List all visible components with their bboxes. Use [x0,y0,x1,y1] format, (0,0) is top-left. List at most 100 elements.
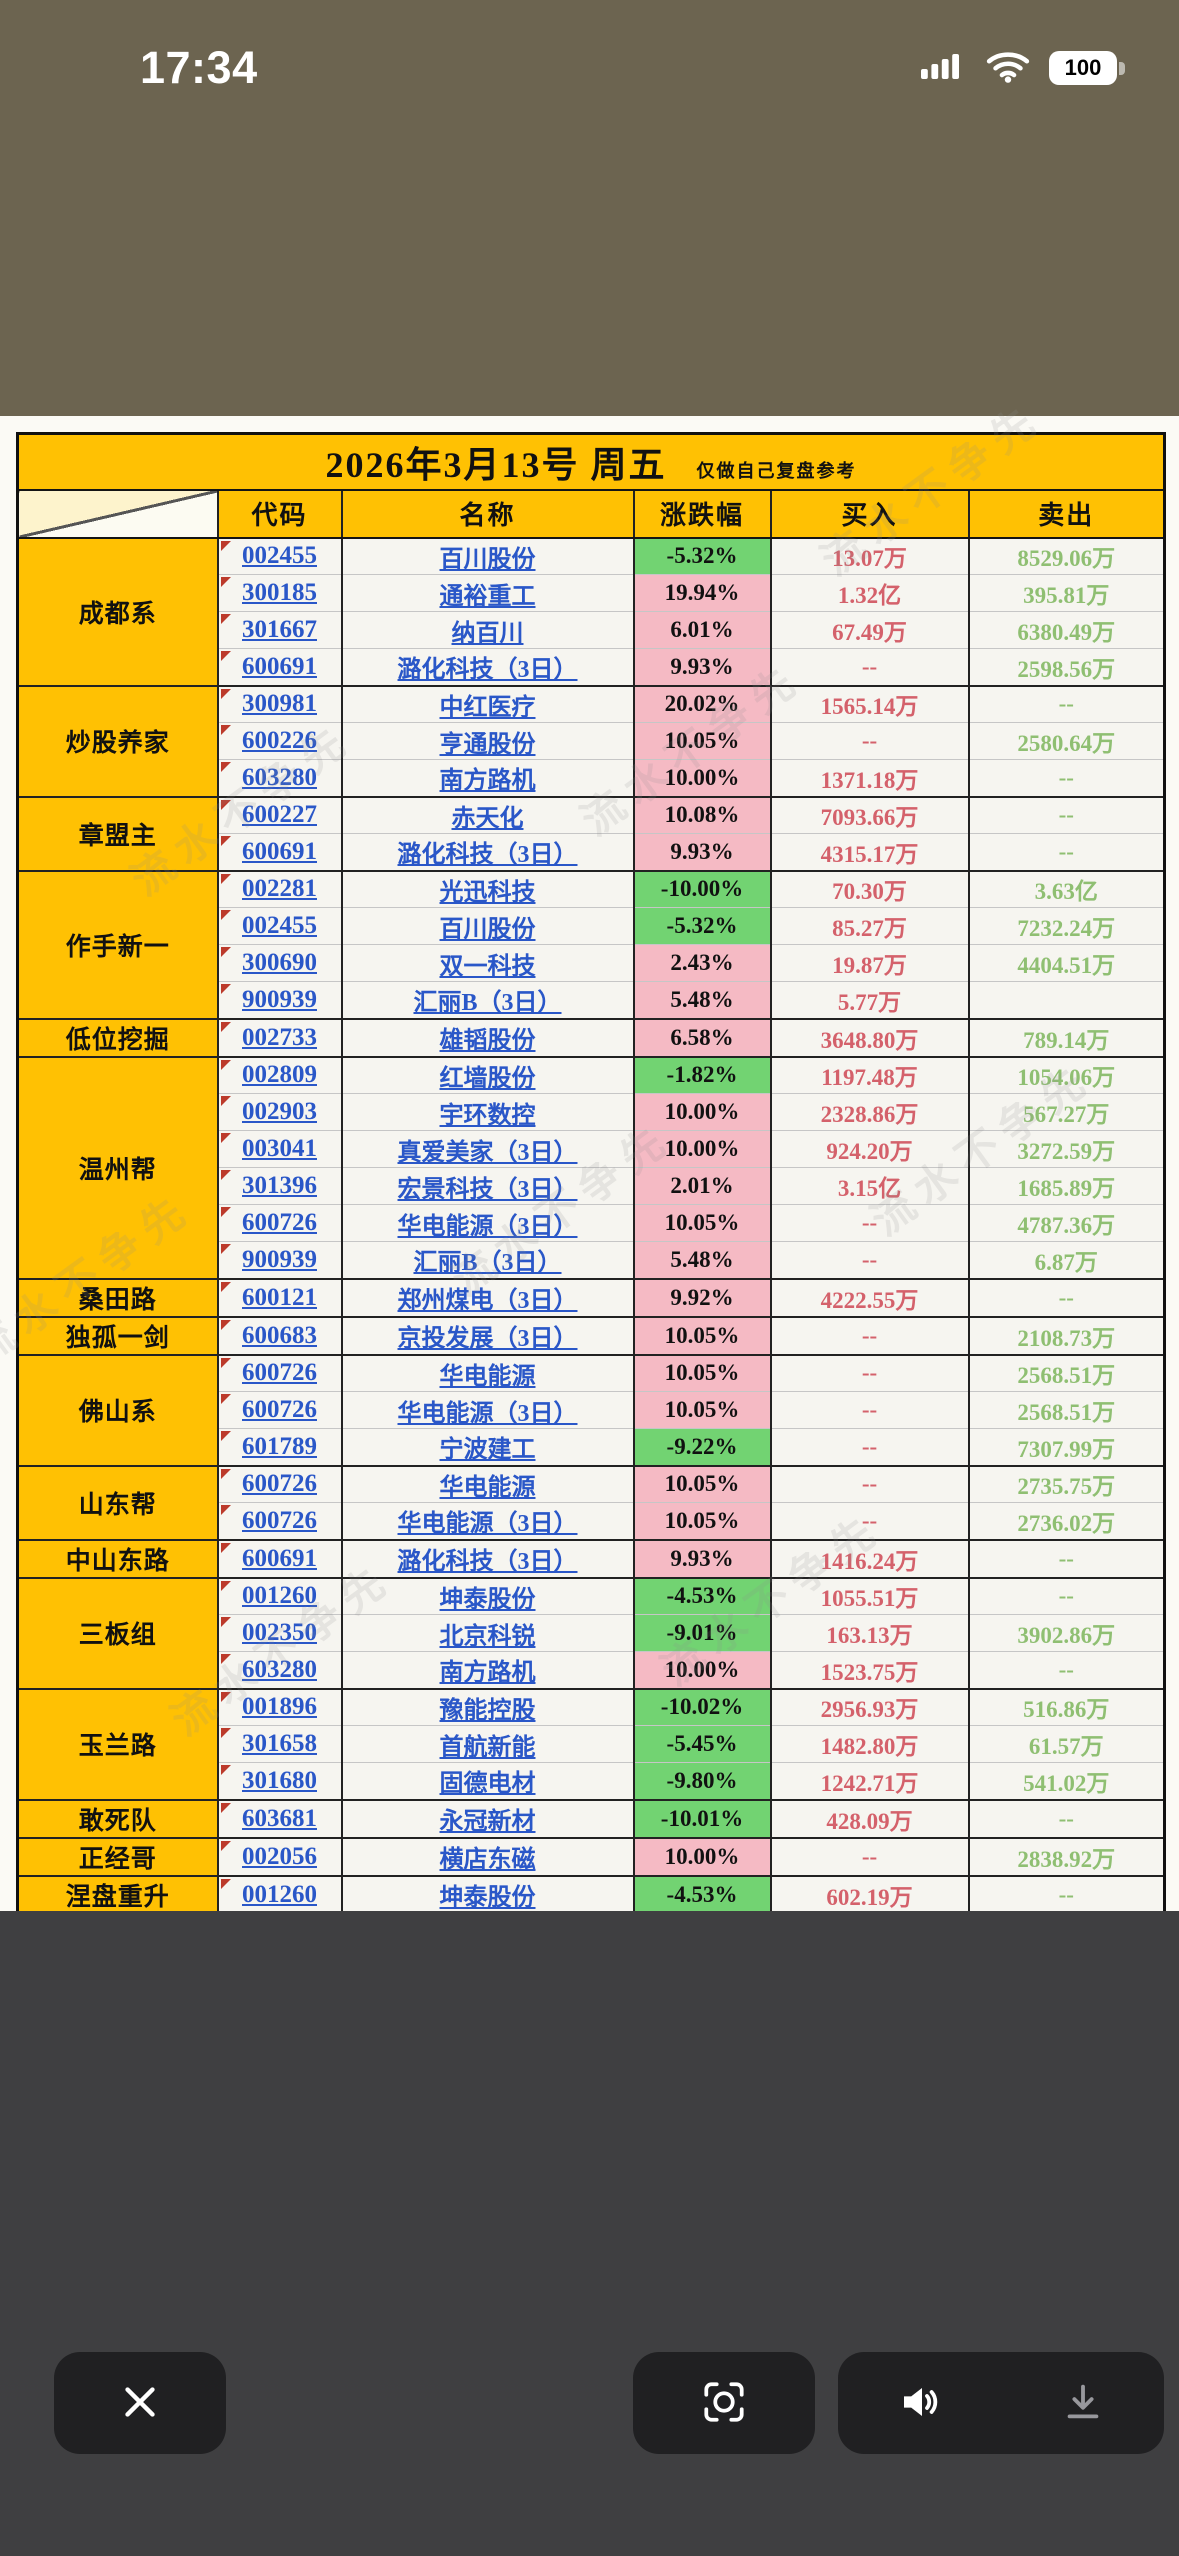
stock-name: 华电能源 [340,1353,635,1392]
table-row: 603280 南方路机 10.00% 1371.18万 -- [18,759,1166,797]
stock-name: 雄韬股份 [340,1017,635,1057]
change-percent: 6.58% [632,1017,772,1057]
change-percent: -9.80% [632,1762,772,1800]
stock-name: 首航新能 [340,1725,635,1763]
buy-amount: 7093.66万 [769,795,970,834]
sell-amount: 7307.99万 [967,1428,1166,1466]
stock-code: 600227 [216,795,343,834]
header-sell: 卖出 [967,489,1166,539]
change-percent: -10.02% [632,1687,772,1726]
stock-name: 百川股份 [340,907,635,945]
stock-name: 汇丽B（3日） [340,1241,635,1279]
group-label: 正经哥 [16,1836,219,1876]
sell-amount: 541.02万 [967,1762,1166,1800]
buy-amount: -- [769,1428,970,1466]
stock-name: 豫能控股 [340,1687,635,1726]
group-label: 独孤一剑 [16,1315,219,1355]
buy-amount: -- [769,1391,970,1429]
table-row: 603280 南方路机 10.00% 1523.75万 -- [18,1651,1166,1689]
change-percent: -5.32% [632,907,772,945]
stock-name: 宏景科技（3日） [340,1167,635,1205]
table-row: 301667 纳百川 6.01% 67.49万 6380.49万 [18,611,1166,649]
stock-code: 600726 [216,1391,343,1429]
stock-code: 002350 [216,1614,343,1652]
group-label: 成都系 [16,537,219,686]
change-percent: 10.05% [632,722,772,760]
photo-bottom-background [0,1911,1179,2556]
stock-code: 600226 [216,722,343,760]
stock-name: 华电能源（3日） [340,1502,635,1540]
buy-amount: 2956.93万 [769,1687,970,1726]
sell-amount: 3272.59万 [967,1130,1166,1168]
close-button[interactable] [54,2352,226,2454]
media-controls [838,2352,1164,2454]
sell-amount: 2735.75万 [967,1464,1166,1503]
stock-code: 603280 [216,759,343,797]
buy-amount: 67.49万 [769,611,970,649]
table-row: 600726 华电能源（3日） 10.05% -- 4787.36万 [18,1204,1166,1242]
header-name: 名称 [340,489,635,539]
stock-name: 通裕重工 [340,574,635,612]
stock-code: 300690 [216,944,343,982]
stock-name: 红墙股份 [340,1055,635,1094]
change-percent: 10.05% [632,1204,772,1242]
stock-name: 坤泰股份 [340,1874,635,1915]
stock-code: 002809 [216,1055,343,1094]
sell-amount: 2598.56万 [967,648,1166,686]
stock-code: 002056 [216,1836,343,1876]
change-percent: -10.00% [632,869,772,908]
stock-table-body: 成都系 002455 百川股份 -5.32% 13.07万 8529.06万 300185 通… [16,537,1166,1915]
status-bar: 17:34 [0,36,1179,100]
stock-code: 600726 [216,1464,343,1503]
sell-amount: -- [967,1538,1166,1578]
group-label: 低位挖掘 [16,1017,219,1057]
group-label: 三板组 [16,1576,219,1689]
stock-name: 南方路机 [340,759,635,797]
sell-amount: 6.87万 [967,1241,1166,1279]
sell-amount: 2838.92万 [967,1836,1166,1876]
change-percent: 10.05% [632,1315,772,1355]
stock-code: 002903 [216,1093,343,1131]
buy-amount: -- [769,1502,970,1540]
table-row: 301680 固德电材 -9.80% 1242.71万 541.02万 [18,1762,1166,1800]
change-percent: 10.05% [632,1391,772,1429]
table-row: 涅盘重升 001260 坤泰股份 -4.53% 602.19万 -- [16,1874,1166,1915]
table-subtitle: 仅做自己复盘参考 [696,460,857,481]
stock-code: 300981 [216,684,343,723]
wifi-icon [985,49,1031,88]
buy-amount: 85.27万 [769,907,970,945]
change-percent: 2.43% [632,944,772,982]
download-button[interactable] [1060,2379,1106,2428]
stock-code: 603280 [216,1651,343,1689]
change-percent: 6.01% [632,611,772,649]
buy-amount: 70.30万 [769,869,970,908]
image-search-button[interactable] [633,2352,815,2454]
stock-name: 郑州煤电（3日） [340,1277,635,1317]
sell-amount: 395.81万 [967,574,1166,612]
stock-name: 北京科锐 [340,1614,635,1652]
sell-amount: -- [967,833,1166,871]
stock-code: 301667 [216,611,343,649]
table-row: 中山东路 600691 潞化科技（3日） 9.93% 1416.24万 -- [16,1538,1166,1578]
change-percent: 10.00% [632,759,772,797]
table-row: 低位挖掘 002733 雄韬股份 6.58% 3648.80万 789.14万 [16,1017,1166,1057]
sell-amount: 2568.51万 [967,1391,1166,1429]
status-icons: 100 [919,49,1125,88]
sell-amount: -- [967,795,1166,834]
stock-name: 亨通股份 [340,722,635,760]
stock-name: 潞化科技（3日） [340,833,635,871]
change-percent: 10.05% [632,1353,772,1392]
sell-amount: 61.57万 [967,1725,1166,1763]
change-percent: 9.93% [632,648,772,686]
sell-amount: 3.63亿 [967,869,1166,908]
sell-amount: -- [967,1576,1166,1615]
battery-nub [1119,61,1125,75]
change-percent: 10.05% [632,1464,772,1503]
stock-code: 300185 [216,574,343,612]
buy-amount: -- [769,722,970,760]
speaker-button[interactable] [896,2378,944,2429]
photo-top-background: 17:34 [0,0,1179,416]
sell-amount: 789.14万 [967,1017,1166,1057]
stock-code: 600691 [216,1538,343,1578]
